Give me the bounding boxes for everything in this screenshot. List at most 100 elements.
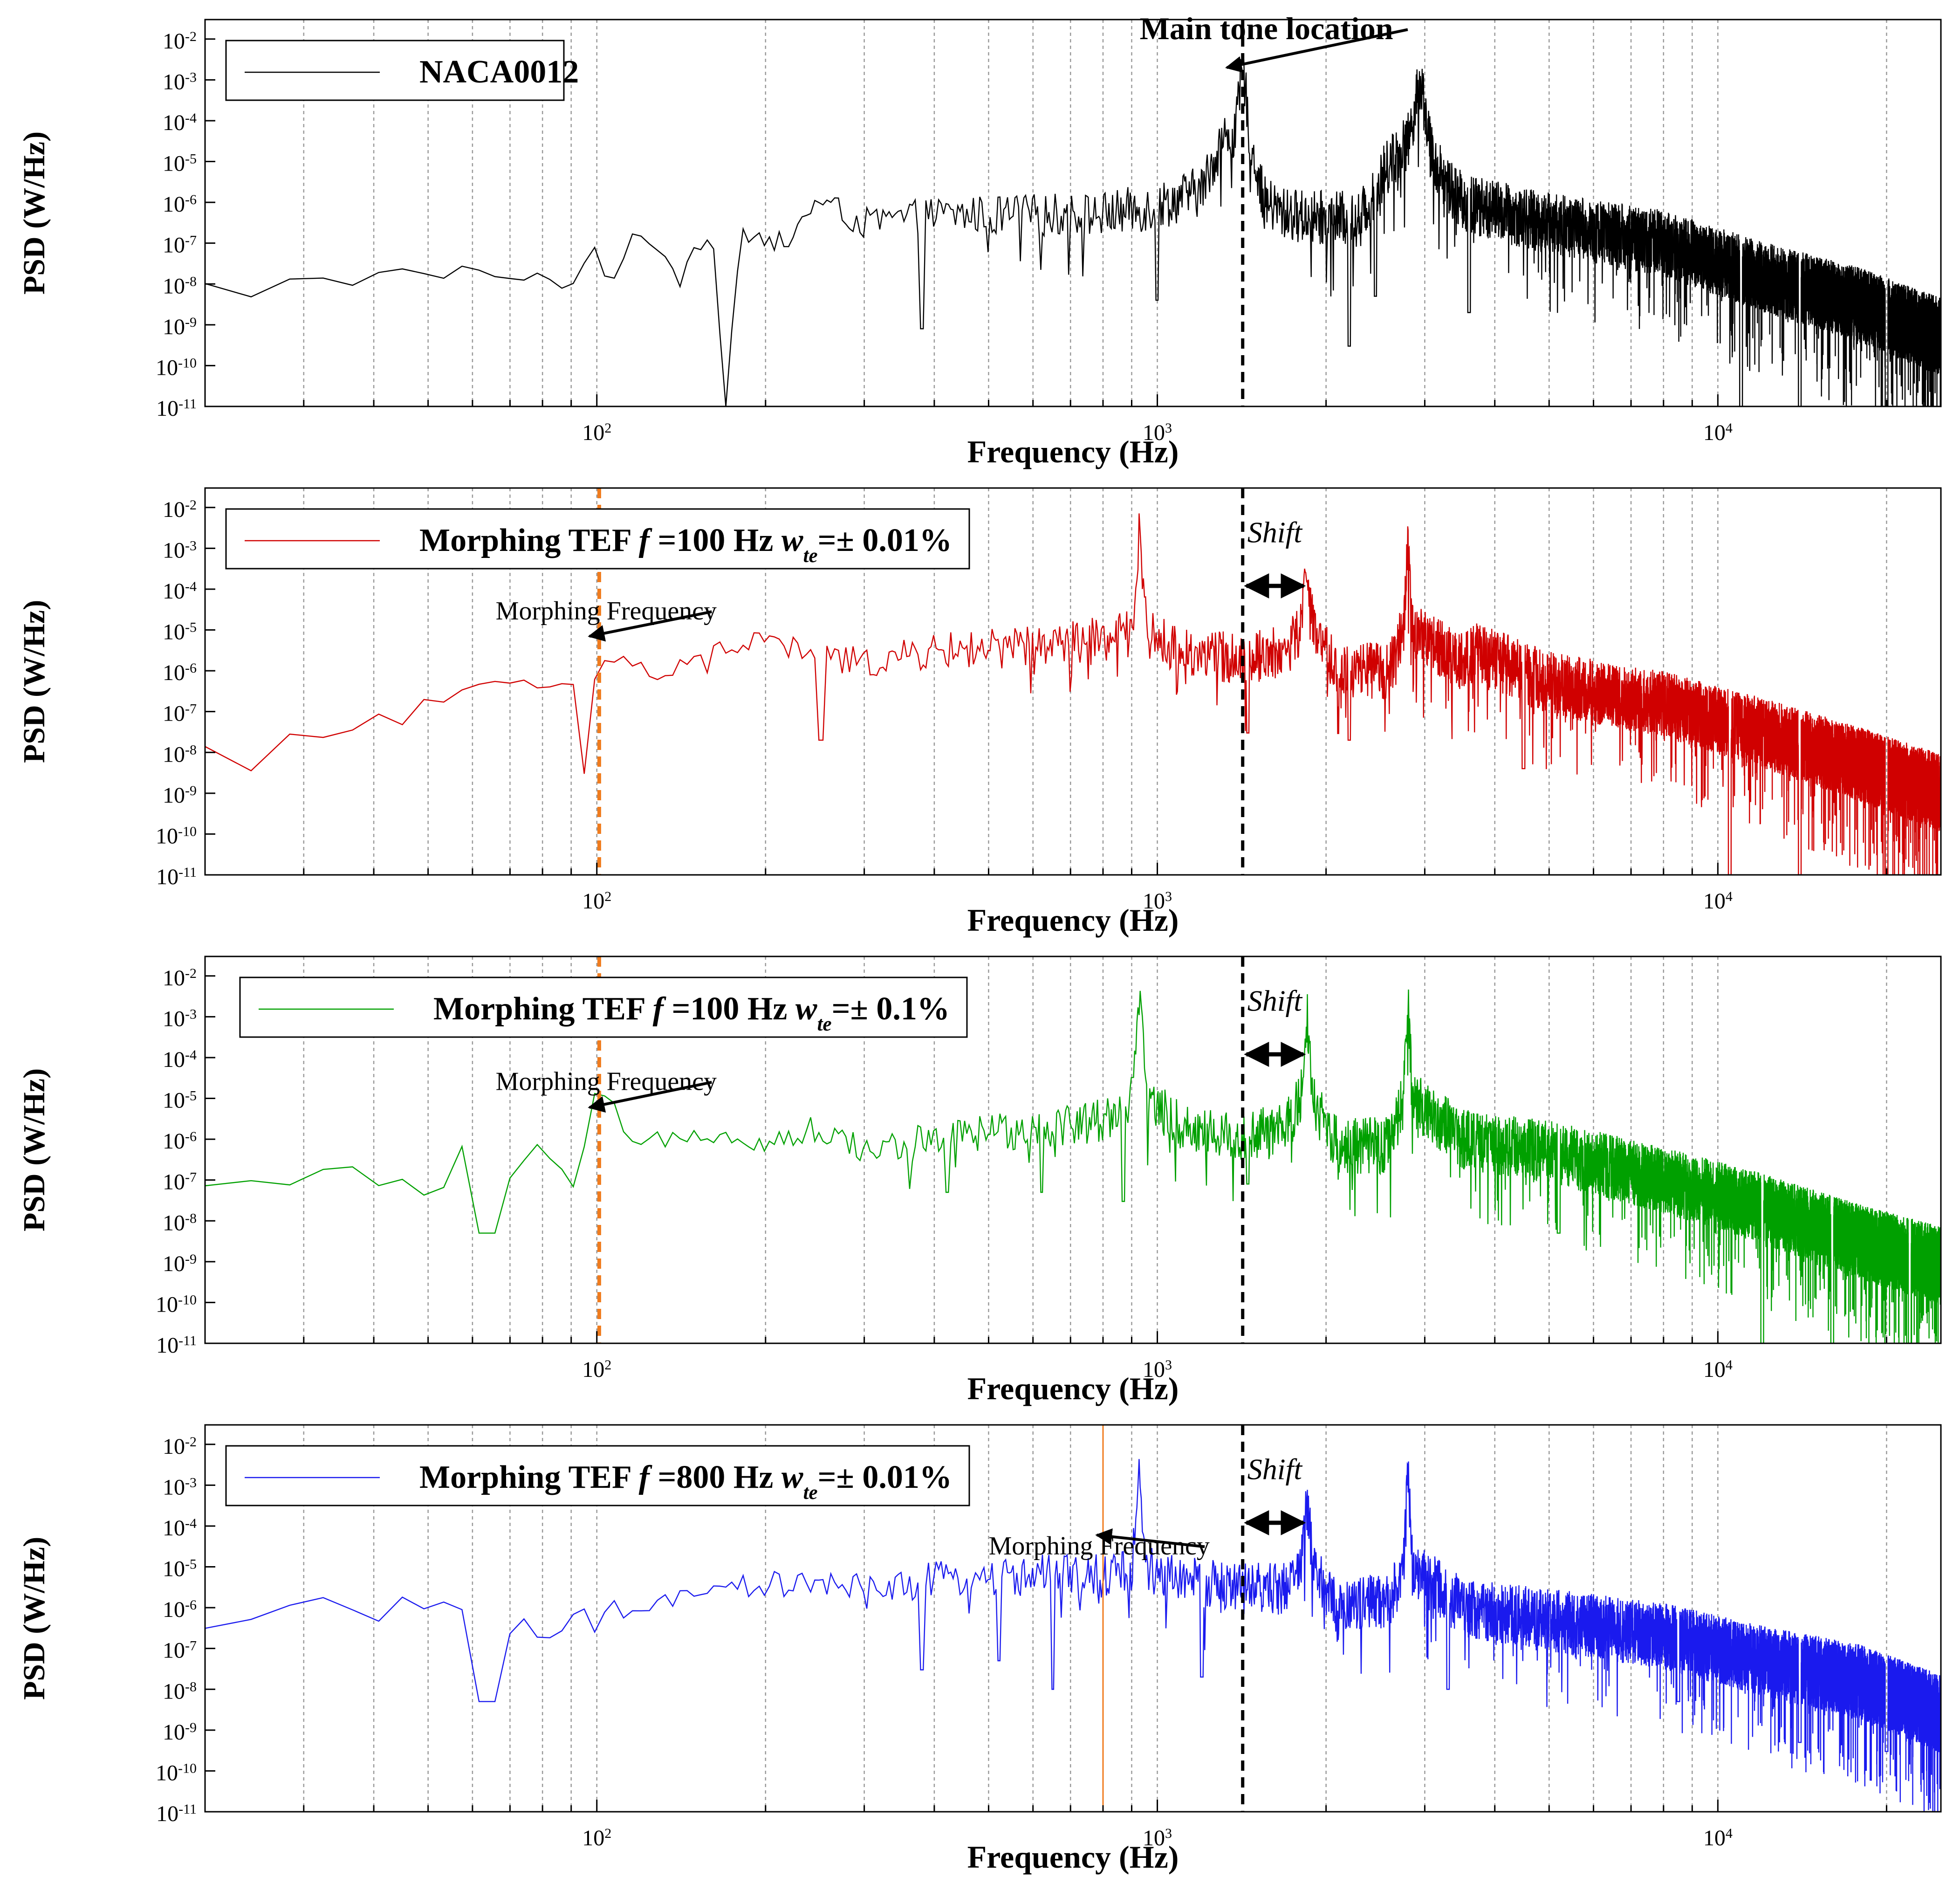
x-tick-label: 103	[1143, 889, 1172, 914]
panel-2: 10-2 10-3 10-4 10-5 10-6 10-7 10-8 10-9 10-10 10-…	[17, 487, 1942, 938]
y-tick-label: 10-8	[163, 742, 197, 767]
y-tick-label: 10-2	[163, 497, 197, 522]
x-tick-label: 102	[582, 420, 611, 446]
legend-box	[225, 40, 565, 101]
axes-frame	[204, 19, 1942, 407]
y-tick-label: 10-11	[156, 865, 197, 890]
x-tick-label: 104	[1703, 889, 1733, 914]
x-tick-label: 102	[582, 1357, 611, 1382]
y-tick-label: 10-3	[163, 69, 197, 95]
y-tick-label: 10-3	[163, 1006, 197, 1031]
x-ticks: 102 103 104	[303, 394, 1887, 446]
x-ticks: 102 103 104	[303, 863, 1887, 914]
annotation-label: Morphing Frequency	[496, 597, 717, 626]
x-gridlines	[303, 488, 1887, 875]
series-line	[205, 53, 1941, 406]
y-tick-label: 10-9	[163, 1719, 197, 1745]
legend-box	[225, 508, 970, 570]
y-tick-label: 10-5	[163, 151, 197, 176]
y-tick-label: 10-10	[156, 1292, 197, 1317]
x-ticks: 102 103 104	[303, 1331, 1887, 1382]
axes-frame	[204, 1424, 1942, 1813]
y-tick-label: 10-9	[163, 783, 197, 808]
x-tick-label: 102	[582, 1826, 611, 1851]
x-axis-label: Frequency (Hz)	[967, 434, 1179, 469]
y-tick-label: 10-4	[163, 1515, 197, 1540]
y-tick-label: 10-10	[156, 355, 197, 380]
y-tick-label: 10-2	[163, 28, 197, 54]
x-tick-label: 102	[582, 889, 611, 914]
annotation-arrow	[588, 610, 712, 642]
annotation-arrow	[588, 1080, 712, 1113]
x-tick-label: 103	[1143, 420, 1172, 446]
x-axis-label: Frequency (Hz)	[967, 1371, 1179, 1406]
y-tick-label: 10-3	[163, 538, 197, 563]
legend-box	[225, 1445, 970, 1506]
y-axis-label: PSD (W/Hz)	[17, 131, 51, 295]
panel-3: 10-2 10-3 10-4 10-5 10-6 10-7 10-8 10-9 10-10 10-…	[17, 956, 1942, 1406]
y-tick-label: 10-11	[156, 1333, 197, 1358]
y-tick-label: 10-6	[163, 192, 197, 217]
annotation-label: Morphing Frequency	[496, 1067, 717, 1096]
panel-4: 10-2 10-3 10-4 10-5 10-6 10-7 10-8 10-9 10-10 10-…	[17, 1424, 1942, 1875]
y-tick-label: 10-2	[163, 1434, 197, 1459]
axes-frame	[204, 956, 1942, 1344]
legend: Morphing TEF f =100 Hz wte=± 0.01%	[225, 508, 970, 570]
y-tick-label: 10-8	[163, 274, 197, 299]
y-axis-label: PSD (W/Hz)	[17, 1068, 51, 1231]
panel-1: 10-2 10-3 10-4 10-5 10-6 10-7 10-8 10-9 10-10 10-…	[17, 11, 1942, 469]
legend-label: Morphing TEF f =100 Hz wte=± 0.1%	[433, 991, 950, 1035]
series-line	[205, 513, 1941, 875]
y-tick-label: 10-10	[156, 824, 197, 849]
legend-label: NACA0012	[419, 54, 579, 90]
shift-label: Shift	[1247, 1453, 1303, 1486]
x-tick-label: 103	[1143, 1357, 1172, 1382]
y-tick-label: 10-7	[163, 701, 197, 726]
y-ticks: 10-2 10-3 10-4 10-5 10-6 10-7 10-8 10-9 10-10 10-…	[156, 1434, 215, 1826]
y-tick-label: 10-4	[163, 578, 197, 604]
x-tick-label: 104	[1703, 1357, 1733, 1382]
x-tick-label: 104	[1703, 1826, 1733, 1851]
series-line	[205, 1459, 1941, 1812]
shift-label: Shift	[1247, 516, 1303, 549]
y-tick-label: 10-11	[156, 1801, 197, 1827]
y-tick-label: 10-6	[163, 1597, 197, 1623]
y-tick-label: 10-5	[163, 1556, 197, 1581]
y-tick-label: 10-6	[163, 660, 197, 686]
y-ticks: 10-2 10-3 10-4 10-5 10-6 10-7 10-8 10-9 10-10 10-…	[156, 965, 215, 1358]
y-tick-label: 10-7	[163, 1638, 197, 1663]
y-ticks: 10-2 10-3 10-4 10-5 10-6 10-7 10-8 10-9 10-10 10-…	[156, 28, 215, 421]
y-ticks: 10-2 10-3 10-4 10-5 10-6 10-7 10-8 10-9 10-10 10-…	[156, 497, 215, 889]
y-tick-label: 10-4	[163, 1047, 197, 1072]
legend-label: Morphing TEF f =100 Hz wte=± 0.01%	[419, 523, 952, 567]
y-tick-label: 10-8	[163, 1210, 197, 1236]
y-tick-label: 10-7	[163, 1169, 197, 1195]
y-tick-label: 10-3	[163, 1475, 197, 1500]
y-tick-label: 10-9	[163, 314, 197, 339]
legend: Morphing TEF f =100 Hz wte=± 0.1%	[239, 976, 968, 1038]
y-tick-label: 10-6	[163, 1129, 197, 1154]
y-tick-label: 10-5	[163, 1088, 197, 1113]
legend: Morphing TEF f =800 Hz wte=± 0.01%	[225, 1445, 970, 1506]
shift-label: Shift	[1247, 984, 1303, 1018]
y-axis-label: PSD (W/Hz)	[17, 600, 51, 763]
legend: NACA0012	[225, 40, 579, 101]
legend-label: Morphing TEF f =800 Hz wte=± 0.01%	[419, 1459, 952, 1504]
y-tick-label: 10-4	[163, 110, 197, 135]
annotation-arrow	[1095, 1528, 1205, 1548]
y-tick-label: 10-9	[163, 1251, 197, 1276]
y-tick-label: 10-11	[156, 396, 197, 421]
axes-frame	[204, 487, 1942, 876]
y-tick-label: 10-8	[163, 1679, 197, 1704]
y-tick-label: 10-2	[163, 965, 197, 990]
annotation-arrow	[1225, 28, 1408, 73]
y-tick-label: 10-10	[156, 1760, 197, 1786]
y-axis-label: PSD (W/Hz)	[17, 1537, 51, 1700]
y-tick-label: 10-7	[163, 233, 197, 258]
x-tick-label: 104	[1703, 420, 1733, 446]
series-line	[205, 989, 1941, 1343]
x-axis-label: Frequency (Hz)	[967, 902, 1179, 938]
x-tick-label: 103	[1143, 1826, 1172, 1851]
